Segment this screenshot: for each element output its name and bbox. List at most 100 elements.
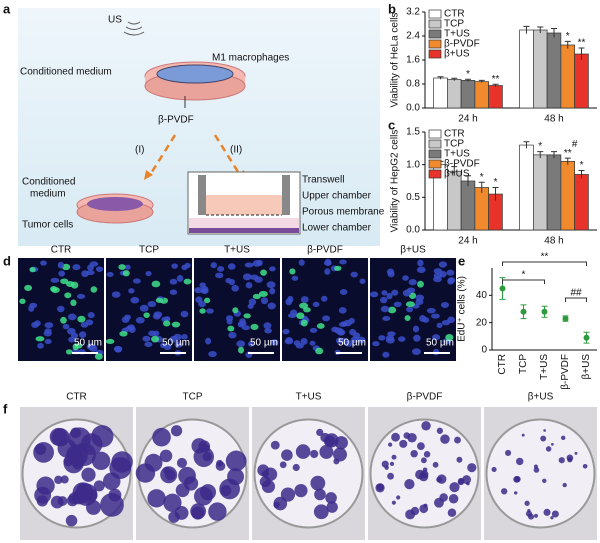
colony — [533, 467, 540, 473]
nucleus — [58, 270, 65, 277]
nucleus — [232, 307, 239, 314]
error-bar — [537, 26, 544, 33]
nucleus — [312, 301, 320, 308]
significance: ** — [541, 252, 549, 263]
nucleus — [413, 334, 421, 342]
nucleus — [416, 266, 426, 274]
nucleus — [269, 266, 276, 272]
colony — [257, 464, 270, 477]
y-axis-label: Viability of HepG2 cells — [390, 130, 401, 233]
colony — [456, 456, 463, 463]
nucleus — [405, 301, 415, 308]
nucleus — [62, 323, 70, 330]
legend-swatch — [428, 139, 442, 149]
nucleus — [243, 313, 251, 319]
nucleus — [227, 263, 236, 270]
colony — [279, 461, 287, 469]
bar — [474, 187, 489, 231]
colony — [80, 433, 103, 455]
lower-cells — [189, 228, 299, 233]
nucleus — [386, 292, 393, 300]
nucleus — [199, 308, 206, 314]
upper-label: Upper chamber — [302, 191, 372, 202]
error-bar — [523, 25, 530, 34]
bracket — [502, 279, 545, 284]
y-axis-label: EdU⁺ cells (%) — [457, 276, 468, 342]
nucleus — [350, 271, 358, 278]
y-axis-label: Viability of HeLa cells — [390, 13, 401, 108]
legend-swatch — [428, 129, 442, 139]
nucleus — [72, 264, 81, 271]
error-bar — [551, 151, 557, 159]
image-label: T+US — [296, 392, 322, 403]
error-bar — [523, 141, 530, 149]
colony — [190, 503, 207, 520]
y-tick-label: 0 — [481, 345, 487, 356]
scale-bar-label: 50 µm — [74, 338, 102, 349]
colony — [521, 433, 525, 437]
error-bar — [451, 166, 458, 176]
image-label: CTR — [51, 245, 72, 256]
nucleus — [128, 288, 135, 294]
significance: ** — [564, 148, 572, 159]
nucleus — [37, 342, 44, 349]
bar — [533, 154, 548, 231]
nucleus — [391, 289, 399, 296]
arrows — [148, 134, 242, 176]
colony — [81, 467, 96, 482]
nucleus — [331, 326, 340, 333]
nucleus — [260, 269, 267, 276]
colony — [91, 451, 111, 471]
colony — [391, 454, 397, 460]
nucleus — [411, 348, 421, 355]
nucleus — [247, 303, 254, 309]
transwell-label: Transwell — [302, 175, 344, 186]
nucleus — [335, 337, 343, 344]
error-bar — [578, 170, 585, 179]
legend-label: β-PVDF — [444, 159, 480, 170]
nucleus — [336, 329, 346, 336]
significance: * — [522, 270, 526, 281]
colony — [432, 461, 439, 468]
bar — [560, 161, 575, 231]
colony — [457, 478, 465, 486]
nucleus — [236, 340, 246, 348]
bar — [546, 32, 562, 109]
colony — [462, 475, 472, 485]
colony — [51, 428, 70, 447]
colony — [542, 478, 547, 483]
nucleus — [171, 263, 178, 269]
nucleus — [145, 271, 152, 277]
colony — [388, 442, 393, 447]
colony — [334, 436, 348, 450]
nucleus — [204, 297, 211, 304]
nucleus — [287, 295, 294, 303]
insert-wall — [198, 175, 206, 215]
colony — [65, 514, 78, 527]
bracket — [565, 297, 587, 302]
colony — [147, 489, 166, 508]
image-label: β-PVDF — [307, 245, 343, 256]
significance: * — [566, 31, 570, 42]
colony — [326, 501, 338, 513]
legend-swatch — [428, 19, 442, 29]
nucleus — [382, 351, 390, 358]
scaffold-label: β-PVDF — [158, 115, 194, 126]
nucleus — [75, 343, 83, 349]
nucleus — [339, 259, 347, 265]
image-label: TCP — [183, 392, 203, 403]
nucleus — [446, 269, 455, 276]
colony — [292, 463, 300, 472]
colony — [403, 432, 411, 439]
nucleus — [199, 282, 206, 289]
nucleus — [242, 273, 252, 281]
error-bar — [465, 175, 471, 187]
nucleus — [380, 305, 390, 313]
point — [499, 285, 506, 292]
colony — [422, 467, 428, 473]
colony — [60, 475, 69, 484]
nucleus — [94, 353, 103, 360]
colony — [215, 461, 226, 471]
nucleus — [151, 280, 161, 288]
bar — [433, 77, 448, 109]
